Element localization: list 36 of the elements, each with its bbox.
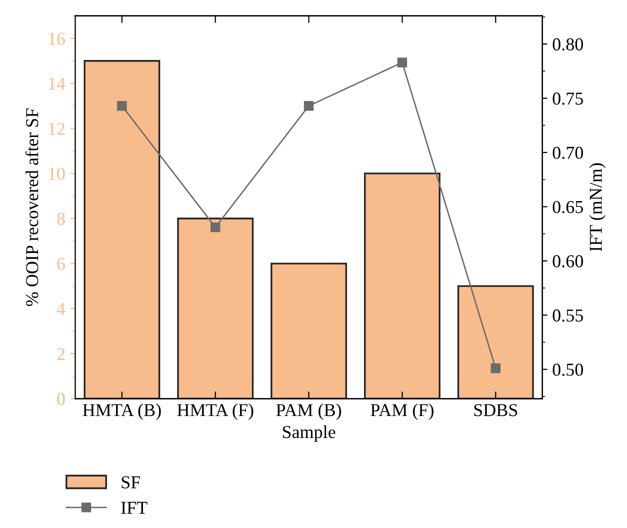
bar (84, 60, 160, 399)
y-tick-label: 0 (57, 392, 65, 406)
y2-tick-label: 0.80 (552, 38, 583, 51)
y-tick-label: 4 (56, 302, 66, 315)
point (397, 58, 408, 68)
y-tick-label: 8 (57, 212, 65, 225)
x-tick-label: SDBS (474, 404, 518, 416)
y2-tick-label: 0.60 (552, 255, 583, 268)
point (304, 100, 314, 111)
y2-tick-label: 0.75 (552, 92, 583, 105)
point (117, 100, 127, 111)
point (490, 363, 501, 374)
legend-label: IFT (121, 502, 148, 514)
y-tick-label: 2 (57, 348, 65, 360)
y2-tick-label: 0.65 (552, 200, 583, 214)
x-tick-label: HMTA (B) (82, 404, 161, 420)
y2-tick-label: 0.70 (552, 146, 583, 159)
y2-tick-label: 0.50 (552, 364, 583, 376)
y2-axis-title: IFT (mN/m) (589, 163, 606, 252)
bar (177, 218, 254, 399)
bar (364, 172, 440, 399)
x-tick-label: HMTA (F) (177, 404, 254, 420)
x-axis-title: Sample (282, 425, 336, 442)
legend-label: SF (122, 476, 140, 488)
y-tick-label: 16 (49, 32, 65, 45)
y-tick-label: 10 (49, 168, 65, 180)
y-axis-title: % OOIP recovered after SF (25, 108, 38, 306)
bar (270, 262, 347, 399)
bar (457, 285, 534, 399)
point (210, 222, 220, 232)
x-tick-label: PAM (B) (276, 404, 342, 420)
y-tick-label: 14 (49, 78, 66, 90)
y-tick-label: 6 (57, 258, 65, 270)
y-tick-label: 12 (49, 122, 65, 135)
y2-tick-label: 0.55 (552, 309, 583, 322)
x-tick-label: PAM (F) (370, 404, 434, 420)
